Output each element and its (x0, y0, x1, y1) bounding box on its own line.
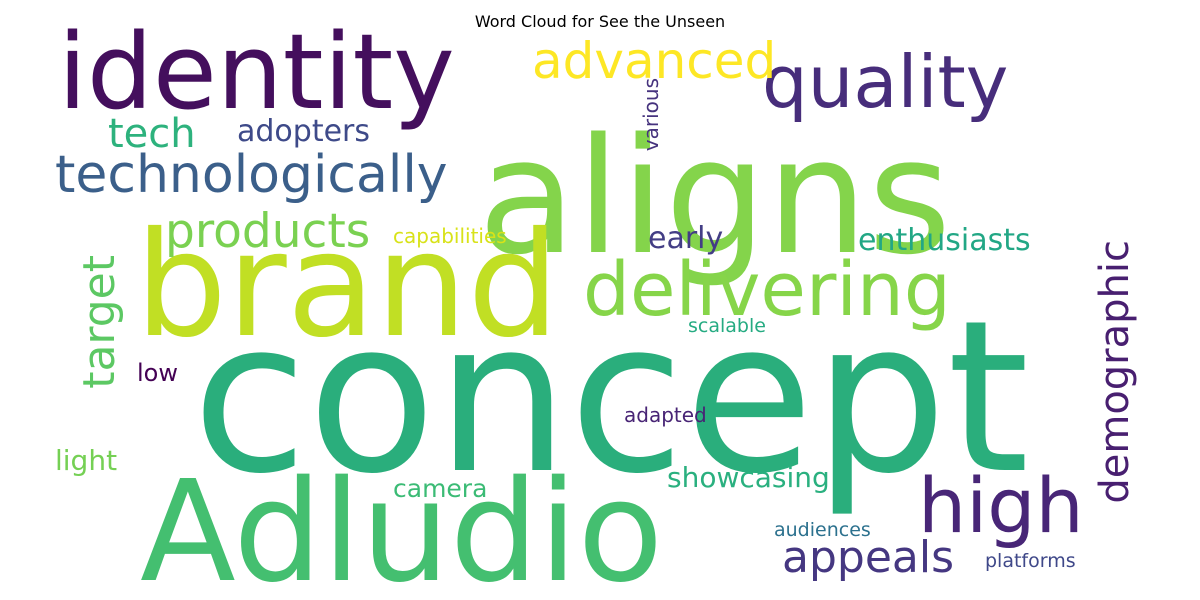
word-identity: identity (58, 11, 455, 133)
chart-title: Word Cloud for See the Unseen (474, 12, 726, 31)
word-adludio: Adludio (140, 451, 663, 600)
word-concept: concept (192, 275, 1029, 520)
word-demographic: demographic (1092, 240, 1138, 504)
word-adopters: adopters (237, 114, 370, 149)
word-quality: quality (762, 40, 1008, 124)
word-capabilities: capabilities (393, 224, 507, 248)
word-light: light (55, 444, 117, 477)
word-target: target (74, 255, 125, 389)
word-various: various (639, 78, 663, 151)
word-early: early (648, 221, 723, 256)
word-technologically: technologically (55, 145, 448, 205)
word-low: low (137, 359, 178, 387)
word-aligns: aligns (478, 103, 951, 290)
word-advanced: advanced (532, 32, 776, 90)
word-adapted: adapted (624, 403, 707, 427)
word-audiences: audiences (774, 519, 871, 541)
word-camera: camera (393, 474, 487, 503)
word-high: high (918, 461, 1084, 550)
word-tech: tech (108, 111, 196, 157)
word-platforms: platforms (985, 550, 1076, 572)
word-scalable: scalable (688, 315, 766, 337)
word-appeals: appeals (782, 532, 954, 583)
word-enthusiasts: enthusiasts (858, 223, 1031, 258)
word-showcasing: showcasing (667, 461, 830, 494)
word-products: products (165, 204, 370, 259)
word-delivering: delivering (583, 247, 951, 333)
word-brand: brand (135, 201, 559, 370)
